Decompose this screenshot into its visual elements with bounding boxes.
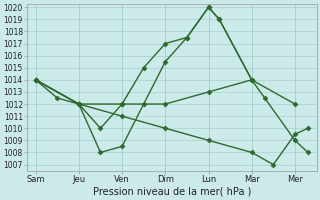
X-axis label: Pression niveau de la mer( hPa ): Pression niveau de la mer( hPa ) — [92, 187, 251, 197]
